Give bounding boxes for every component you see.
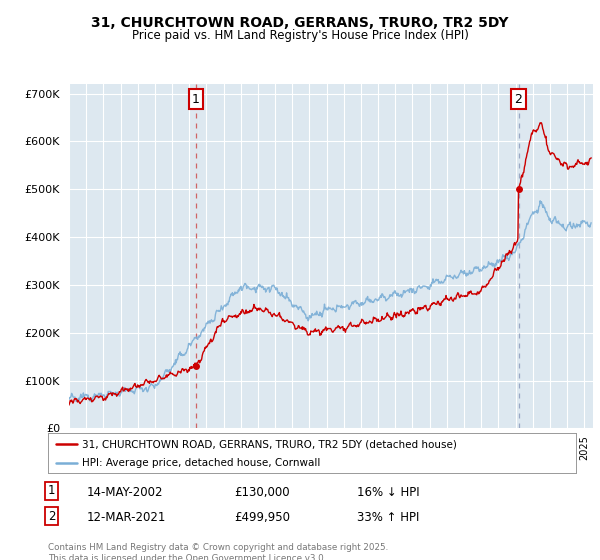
Text: 1: 1 (192, 92, 200, 106)
Text: 16% ↓ HPI: 16% ↓ HPI (357, 486, 419, 499)
Text: HPI: Average price, detached house, Cornwall: HPI: Average price, detached house, Corn… (82, 458, 320, 468)
Text: 2: 2 (515, 92, 523, 106)
Text: 1: 1 (48, 484, 56, 497)
Text: 31, CHURCHTOWN ROAD, GERRANS, TRURO, TR2 5DY: 31, CHURCHTOWN ROAD, GERRANS, TRURO, TR2… (91, 16, 509, 30)
Text: 2: 2 (48, 510, 56, 522)
Text: £130,000: £130,000 (234, 486, 290, 499)
Text: Contains HM Land Registry data © Crown copyright and database right 2025.
This d: Contains HM Land Registry data © Crown c… (48, 543, 388, 560)
Text: Price paid vs. HM Land Registry's House Price Index (HPI): Price paid vs. HM Land Registry's House … (131, 29, 469, 42)
Text: 14-MAY-2002: 14-MAY-2002 (87, 486, 163, 499)
Text: 31, CHURCHTOWN ROAD, GERRANS, TRURO, TR2 5DY (detached house): 31, CHURCHTOWN ROAD, GERRANS, TRURO, TR2… (82, 439, 457, 449)
Text: £499,950: £499,950 (234, 511, 290, 524)
Text: 33% ↑ HPI: 33% ↑ HPI (357, 511, 419, 524)
Text: 12-MAR-2021: 12-MAR-2021 (87, 511, 166, 524)
